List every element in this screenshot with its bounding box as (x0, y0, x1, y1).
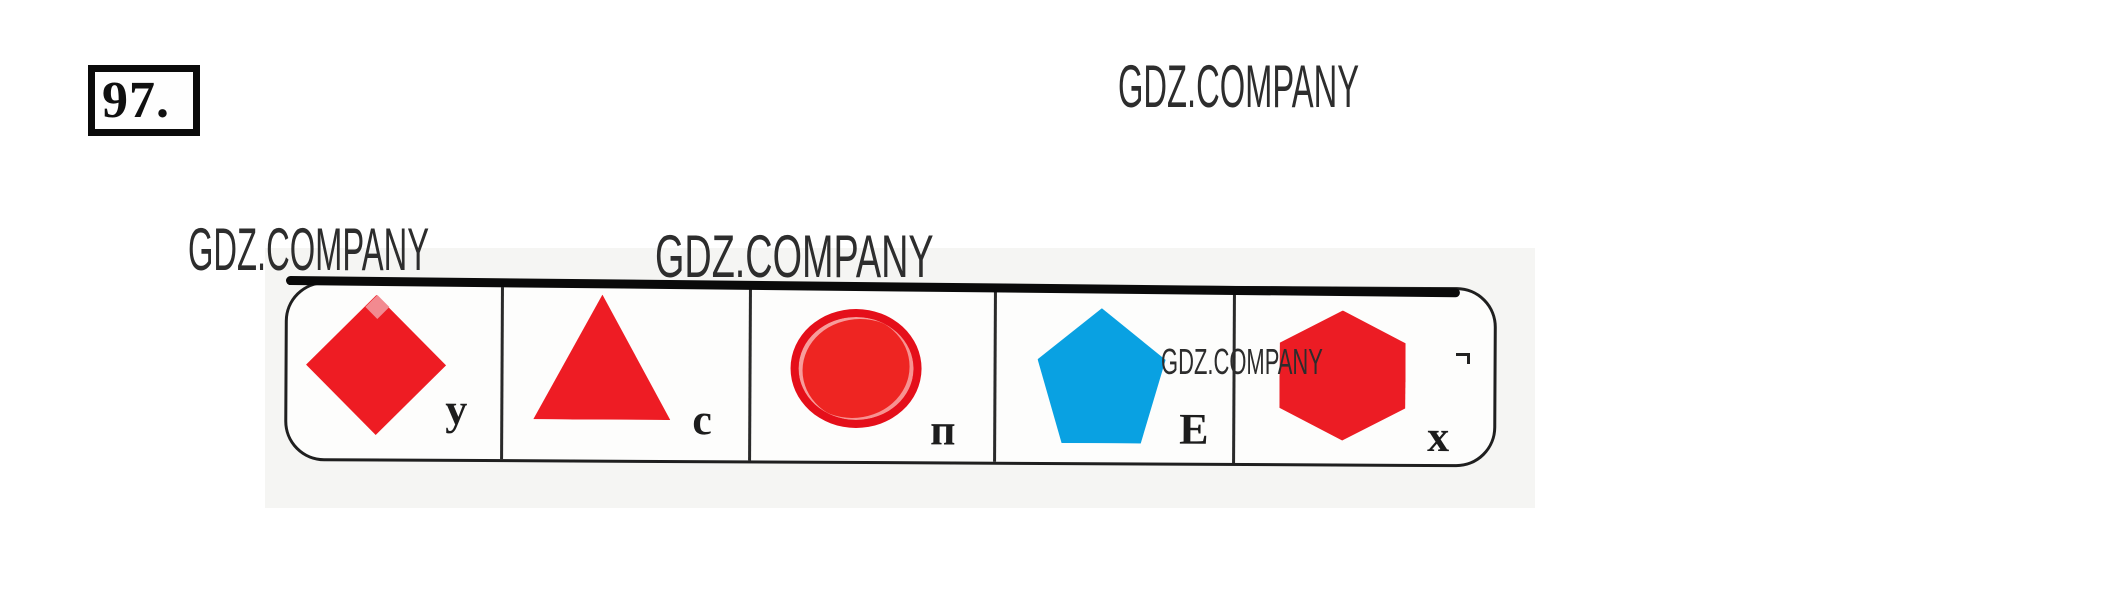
watermark-middle: GDZ.COMPANY (655, 223, 934, 290)
watermark-left: GDZ.COMPANY (188, 216, 430, 283)
corner-artifact-mark (1456, 353, 1470, 364)
exercise-number-box: 97. (88, 65, 200, 136)
board-cell-circle: п (748, 286, 994, 461)
board-cell-diamond: у (287, 284, 501, 459)
cell-label: Е (1179, 404, 1209, 454)
board-cell-triangle: с (500, 285, 749, 460)
circle-shape (790, 308, 922, 429)
cell-label: п (930, 405, 956, 455)
watermark-inner: GDZ.COMPANY (1161, 341, 1323, 382)
exercise-number: 97. (102, 71, 170, 129)
pentagon-shape (1037, 308, 1166, 444)
cell-label: у (445, 384, 468, 434)
watermark-top: GDZ.COMPANY (1118, 53, 1360, 120)
cell-label: х (1427, 411, 1450, 462)
triangle-shape (533, 294, 671, 420)
cell-label: с (692, 395, 712, 445)
